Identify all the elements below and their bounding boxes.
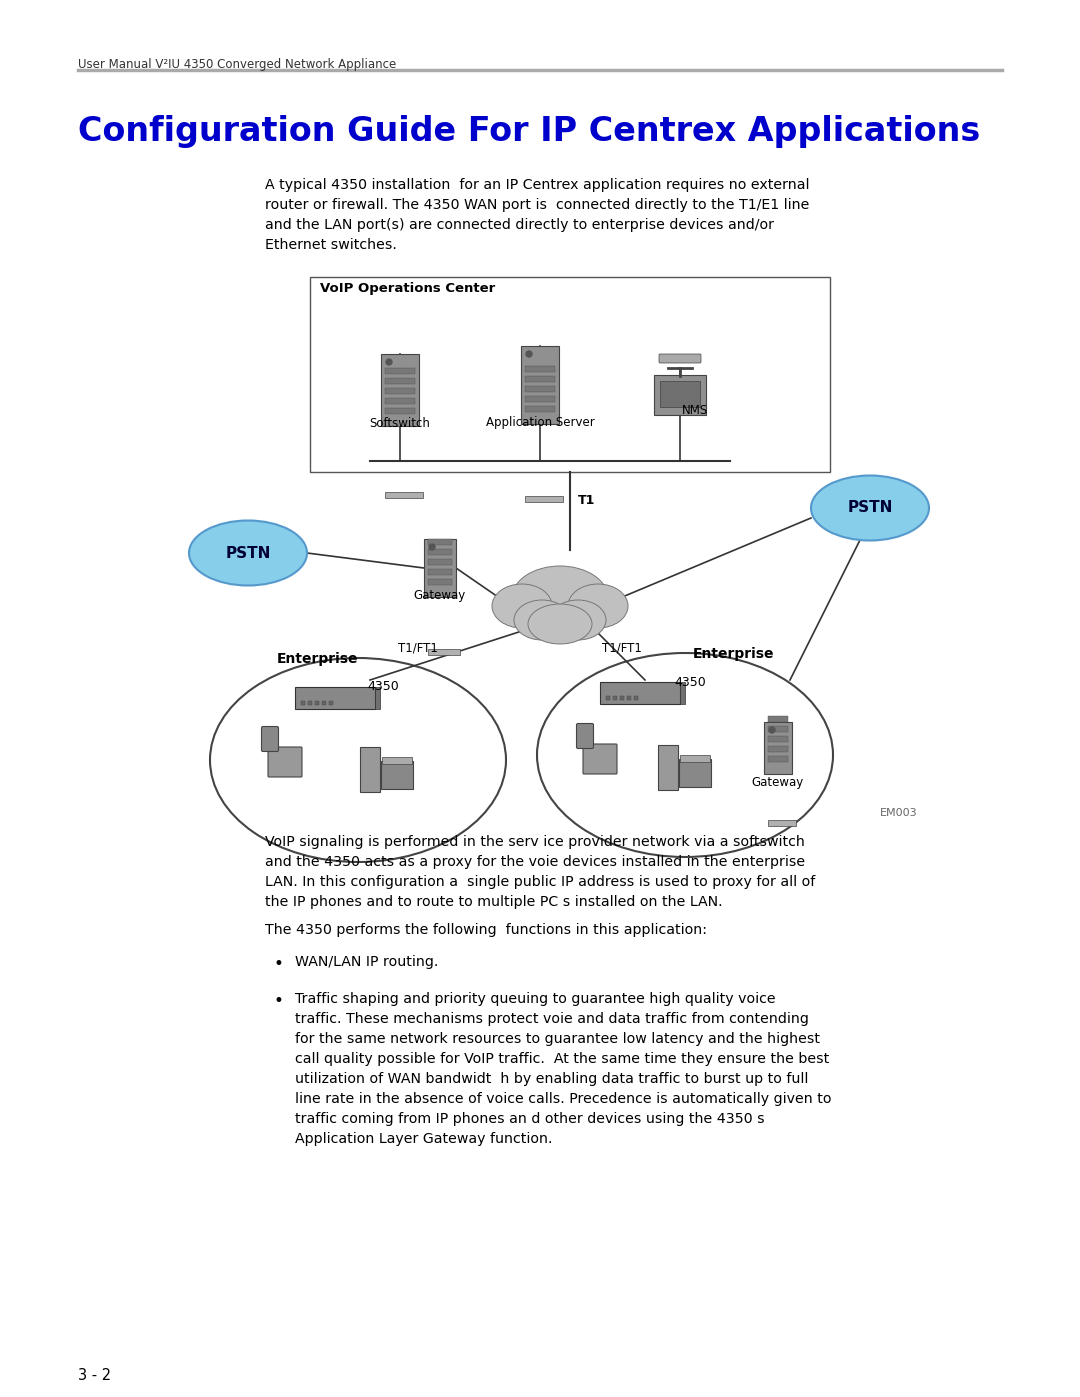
FancyBboxPatch shape [658, 745, 678, 789]
FancyBboxPatch shape [360, 747, 380, 792]
Bar [525, 407, 555, 412]
Circle shape [526, 351, 532, 358]
Bar [768, 756, 788, 761]
FancyBboxPatch shape [261, 726, 279, 752]
FancyBboxPatch shape [768, 820, 796, 826]
FancyBboxPatch shape [428, 650, 460, 655]
Text: Gateway: Gateway [414, 590, 467, 602]
Ellipse shape [528, 604, 592, 644]
Bar [620, 696, 624, 700]
Bar [768, 746, 788, 752]
Text: Configuration Guide For IP Centrex Applications: Configuration Guide For IP Centrex Appli… [78, 115, 981, 148]
Circle shape [769, 726, 775, 733]
FancyBboxPatch shape [600, 682, 680, 704]
Text: 3 - 2: 3 - 2 [78, 1368, 111, 1383]
Ellipse shape [514, 599, 570, 640]
Text: •: • [273, 956, 283, 972]
Bar [525, 376, 555, 381]
Bar [384, 388, 415, 394]
FancyBboxPatch shape [424, 539, 456, 597]
FancyBboxPatch shape [577, 724, 594, 749]
Ellipse shape [537, 652, 833, 856]
FancyBboxPatch shape [680, 682, 685, 704]
Text: 4350: 4350 [367, 679, 399, 693]
Bar [613, 696, 617, 700]
Bar [384, 398, 415, 404]
FancyBboxPatch shape [659, 353, 701, 363]
FancyBboxPatch shape [521, 346, 559, 425]
Bar [384, 367, 415, 374]
Text: Enterprise: Enterprise [278, 652, 359, 666]
Text: Traffic shaping and priority queuing to guarantee high quality voice: Traffic shaping and priority queuing to … [295, 992, 775, 1006]
FancyBboxPatch shape [384, 492, 423, 497]
Circle shape [386, 359, 392, 365]
Text: WAN/LAN IP routing.: WAN/LAN IP routing. [295, 956, 438, 970]
Ellipse shape [550, 599, 606, 640]
Bar [308, 701, 312, 705]
Text: T1/FT1: T1/FT1 [602, 641, 642, 655]
Text: traffic. These mechanisms protect voie and data traffic from contending
for the : traffic. These mechanisms protect voie a… [295, 1011, 832, 1147]
Text: 4350: 4350 [674, 676, 706, 689]
Ellipse shape [512, 566, 608, 630]
FancyBboxPatch shape [680, 754, 710, 761]
Text: •: • [273, 992, 283, 1010]
FancyBboxPatch shape [268, 747, 302, 777]
Bar [428, 569, 453, 576]
Text: T1: T1 [578, 493, 595, 507]
Bar [606, 696, 610, 700]
Bar [428, 539, 453, 545]
Bar [627, 696, 631, 700]
Bar [634, 696, 638, 700]
Bar [329, 701, 333, 705]
Text: User Manual V²IU 4350 Converged Network Appliance: User Manual V²IU 4350 Converged Network … [78, 59, 396, 71]
Text: T1/FT1: T1/FT1 [399, 641, 437, 655]
FancyBboxPatch shape [381, 353, 419, 426]
Circle shape [429, 543, 435, 550]
Bar [322, 701, 326, 705]
Text: The 4350 performs the following  functions in this application:: The 4350 performs the following function… [265, 923, 707, 937]
FancyBboxPatch shape [525, 496, 563, 502]
FancyBboxPatch shape [295, 687, 375, 710]
FancyBboxPatch shape [375, 687, 380, 710]
FancyBboxPatch shape [679, 759, 711, 787]
Ellipse shape [210, 658, 507, 862]
Ellipse shape [189, 521, 307, 585]
FancyBboxPatch shape [583, 745, 617, 774]
Text: Gateway: Gateway [752, 775, 805, 789]
Text: EM003: EM003 [880, 807, 918, 819]
Bar [525, 386, 555, 393]
Bar [301, 701, 305, 705]
Text: Softswitch: Softswitch [369, 416, 431, 430]
Ellipse shape [568, 584, 627, 629]
Bar [660, 381, 700, 407]
Text: NMS: NMS [681, 404, 708, 416]
Bar [768, 726, 788, 732]
Bar [525, 395, 555, 402]
Bar [428, 549, 453, 555]
Bar [428, 578, 453, 585]
Text: A typical 4350 installation  for an IP Centrex application requires no external
: A typical 4350 installation for an IP Ce… [265, 177, 810, 251]
Text: VoIP Operations Center: VoIP Operations Center [320, 282, 496, 295]
Bar [525, 366, 555, 372]
Bar [384, 408, 415, 414]
Bar [428, 559, 453, 564]
Text: VoIP signaling is performed in the serv ice provider network via a softswitch
an: VoIP signaling is performed in the serv … [265, 835, 815, 909]
Text: PSTN: PSTN [226, 545, 271, 560]
FancyBboxPatch shape [764, 722, 792, 774]
Ellipse shape [811, 475, 929, 541]
Text: Application Server: Application Server [486, 416, 594, 429]
Bar [315, 701, 319, 705]
Text: PSTN: PSTN [848, 500, 893, 515]
Text: Enterprise: Enterprise [692, 647, 773, 661]
Bar [768, 736, 788, 742]
FancyBboxPatch shape [654, 374, 706, 415]
Bar [310, 277, 831, 472]
Bar [768, 717, 788, 722]
Bar [384, 379, 415, 384]
Ellipse shape [492, 584, 552, 629]
FancyBboxPatch shape [381, 761, 413, 789]
FancyBboxPatch shape [382, 757, 411, 764]
